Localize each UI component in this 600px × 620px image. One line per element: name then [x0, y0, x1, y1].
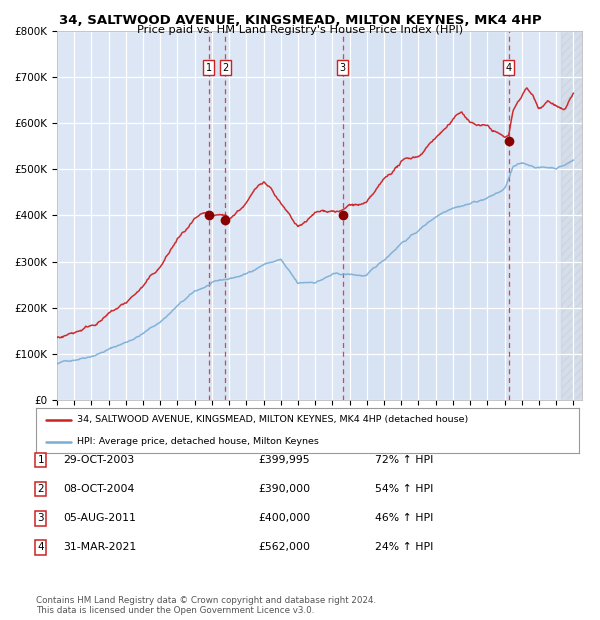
Text: 34, SALTWOOD AVENUE, KINGSMEAD, MILTON KEYNES, MK4 4HP (detached house): 34, SALTWOOD AVENUE, KINGSMEAD, MILTON K…	[77, 415, 468, 424]
Text: £562,000: £562,000	[258, 542, 310, 552]
Text: 31-MAR-2021: 31-MAR-2021	[63, 542, 136, 552]
Text: 2: 2	[222, 63, 228, 73]
Text: £400,000: £400,000	[258, 513, 310, 523]
Text: This data is licensed under the Open Government Licence v3.0.: This data is licensed under the Open Gov…	[36, 606, 314, 614]
Text: 46% ↑ HPI: 46% ↑ HPI	[375, 513, 433, 523]
Bar	[343, 31, 509, 400]
Text: Price paid vs. HM Land Registry's House Price Index (HPI): Price paid vs. HM Land Registry's House …	[137, 25, 463, 35]
Text: 2: 2	[37, 484, 44, 494]
Text: 3: 3	[340, 63, 346, 73]
Text: £399,995: £399,995	[258, 455, 310, 465]
Text: 29-OCT-2003: 29-OCT-2003	[63, 455, 134, 465]
Bar	[209, 31, 225, 400]
Text: Contains HM Land Registry data © Crown copyright and database right 2024.: Contains HM Land Registry data © Crown c…	[36, 596, 376, 604]
Text: £390,000: £390,000	[258, 484, 310, 494]
Text: HPI: Average price, detached house, Milton Keynes: HPI: Average price, detached house, Milt…	[77, 437, 319, 446]
Text: 24% ↑ HPI: 24% ↑ HPI	[375, 542, 433, 552]
Text: 08-OCT-2004: 08-OCT-2004	[63, 484, 134, 494]
Text: 4: 4	[506, 63, 512, 73]
Text: 3: 3	[37, 513, 44, 523]
Text: 34, SALTWOOD AVENUE, KINGSMEAD, MILTON KEYNES, MK4 4HP: 34, SALTWOOD AVENUE, KINGSMEAD, MILTON K…	[59, 14, 541, 27]
Text: 4: 4	[37, 542, 44, 552]
Text: 72% ↑ HPI: 72% ↑ HPI	[375, 455, 433, 465]
Text: 05-AUG-2011: 05-AUG-2011	[63, 513, 136, 523]
Text: 1: 1	[206, 63, 212, 73]
Text: 1: 1	[37, 455, 44, 465]
Text: 54% ↑ HPI: 54% ↑ HPI	[375, 484, 433, 494]
